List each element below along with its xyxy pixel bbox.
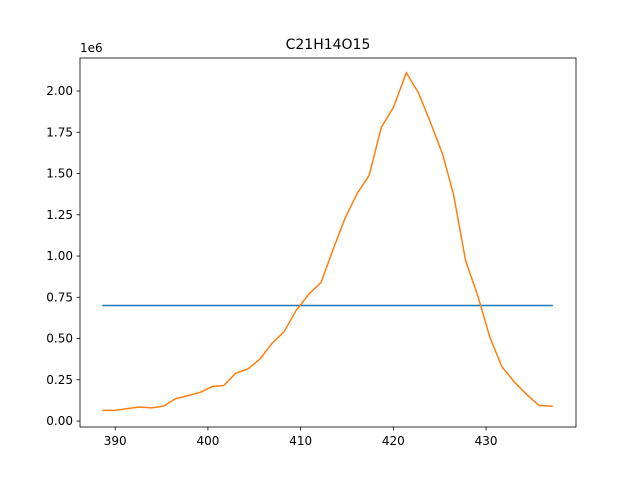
x-tick-label: 430 <box>475 434 498 448</box>
y-tick-label: 1.25 <box>46 208 73 222</box>
x-tick-label: 420 <box>382 434 405 448</box>
x-tick-label: 390 <box>104 434 127 448</box>
x-tick-label: 400 <box>196 434 219 448</box>
y-tick-label: 0.75 <box>46 290 73 304</box>
x-tick-label: 410 <box>289 434 312 448</box>
plot-frame <box>79 57 577 428</box>
y-tick-label: 0.00 <box>46 414 73 428</box>
y-tick-label: 0.25 <box>46 373 73 387</box>
y-offset-label: 1e6 <box>80 41 103 55</box>
line <box>102 71 553 412</box>
y-tick-label: 2.00 <box>46 84 73 98</box>
chart-title: C21H14O15 <box>286 37 371 53</box>
y-tick-label: 1.00 <box>46 249 73 263</box>
y-tick-label: 0.50 <box>46 332 73 346</box>
y-tick-label: 1.75 <box>46 125 73 139</box>
y-tick-label: 1.50 <box>46 167 73 181</box>
